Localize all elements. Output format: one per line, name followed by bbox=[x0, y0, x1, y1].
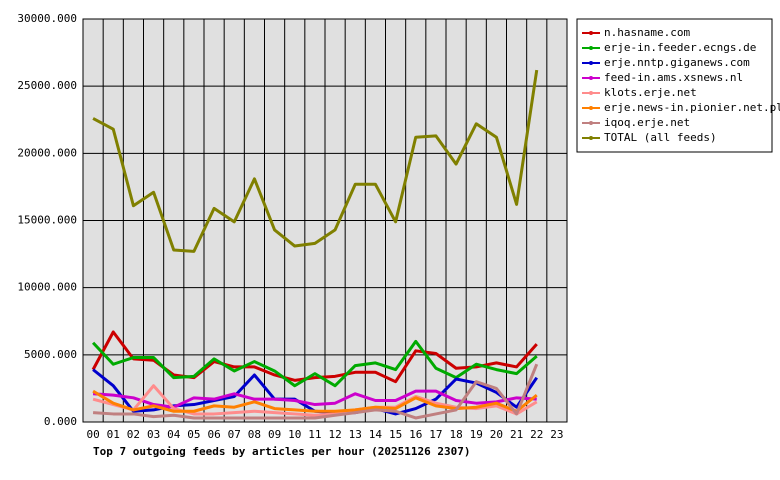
legend-marker bbox=[589, 61, 593, 65]
x-tick-label: 17 bbox=[429, 428, 442, 441]
legend-marker bbox=[589, 121, 593, 125]
legend-label: erje.nntp.giganews.com bbox=[604, 56, 750, 69]
x-tick-label: 03 bbox=[147, 428, 160, 441]
legend-label: feed-in.ams.xsnews.nl bbox=[604, 71, 743, 84]
x-tick-label: 02 bbox=[127, 428, 140, 441]
series-line bbox=[91, 339, 538, 388]
x-tick-label: 19 bbox=[470, 428, 483, 441]
x-tick-label: 05 bbox=[187, 428, 200, 441]
y-tick-label: 0.000 bbox=[44, 415, 77, 428]
x-tick-label: 16 bbox=[409, 428, 422, 441]
x-tick-label: 11 bbox=[308, 428, 321, 441]
legend-label: TOTAL (all feeds) bbox=[604, 131, 717, 144]
legend-label: klots.erje.net bbox=[604, 86, 697, 99]
legend-marker bbox=[589, 31, 593, 35]
legend-marker bbox=[589, 46, 593, 50]
legend-label: erje-in.feeder.ecngs.de bbox=[604, 41, 756, 54]
y-tick-label: 10000.000 bbox=[17, 281, 77, 294]
legend-label: erje.news-in.pionier.net.pl bbox=[604, 101, 780, 114]
x-tick-label: 15 bbox=[389, 428, 402, 441]
chart-title: Top 7 outgoing feeds by articles per hou… bbox=[93, 445, 471, 458]
legend-marker bbox=[589, 106, 593, 110]
x-tick-label: 14 bbox=[369, 428, 383, 441]
y-tick-label: 25000.000 bbox=[17, 79, 77, 92]
legend-box bbox=[576, 18, 773, 153]
x-tick-label: 12 bbox=[328, 428, 341, 441]
series-line bbox=[92, 389, 538, 413]
x-tick-label: 21 bbox=[510, 428, 523, 441]
legend-marker bbox=[589, 136, 593, 140]
x-tick-label: 18 bbox=[449, 428, 462, 441]
x-tick-label: 13 bbox=[349, 428, 362, 441]
y-tick-label: 5000.000 bbox=[24, 348, 77, 361]
x-tick-label: 00 bbox=[86, 428, 99, 441]
legend-label: n.hasname.com bbox=[604, 26, 690, 39]
x-tick-label: 07 bbox=[228, 428, 241, 441]
legend-marker bbox=[589, 76, 593, 80]
series-line bbox=[92, 69, 539, 253]
x-tick-label: 08 bbox=[248, 428, 261, 441]
series-line bbox=[92, 363, 539, 420]
x-tick-label: 09 bbox=[268, 428, 281, 441]
x-tick-label: 01 bbox=[107, 428, 120, 441]
x-tick-label: 23 bbox=[550, 428, 563, 441]
x-tick-label: 22 bbox=[530, 428, 543, 441]
x-tick-label: 04 bbox=[167, 428, 181, 441]
legend-marker bbox=[589, 91, 593, 95]
y-tick-label: 15000.000 bbox=[17, 214, 77, 227]
x-tick-label: 20 bbox=[490, 428, 503, 441]
x-tick-label: 10 bbox=[288, 428, 301, 441]
y-tick-label: 20000.000 bbox=[17, 146, 77, 159]
x-tick-label: 06 bbox=[207, 428, 220, 441]
y-tick-label: 30000.000 bbox=[17, 12, 77, 25]
legend-label: iqoq.erje.net bbox=[604, 116, 690, 129]
